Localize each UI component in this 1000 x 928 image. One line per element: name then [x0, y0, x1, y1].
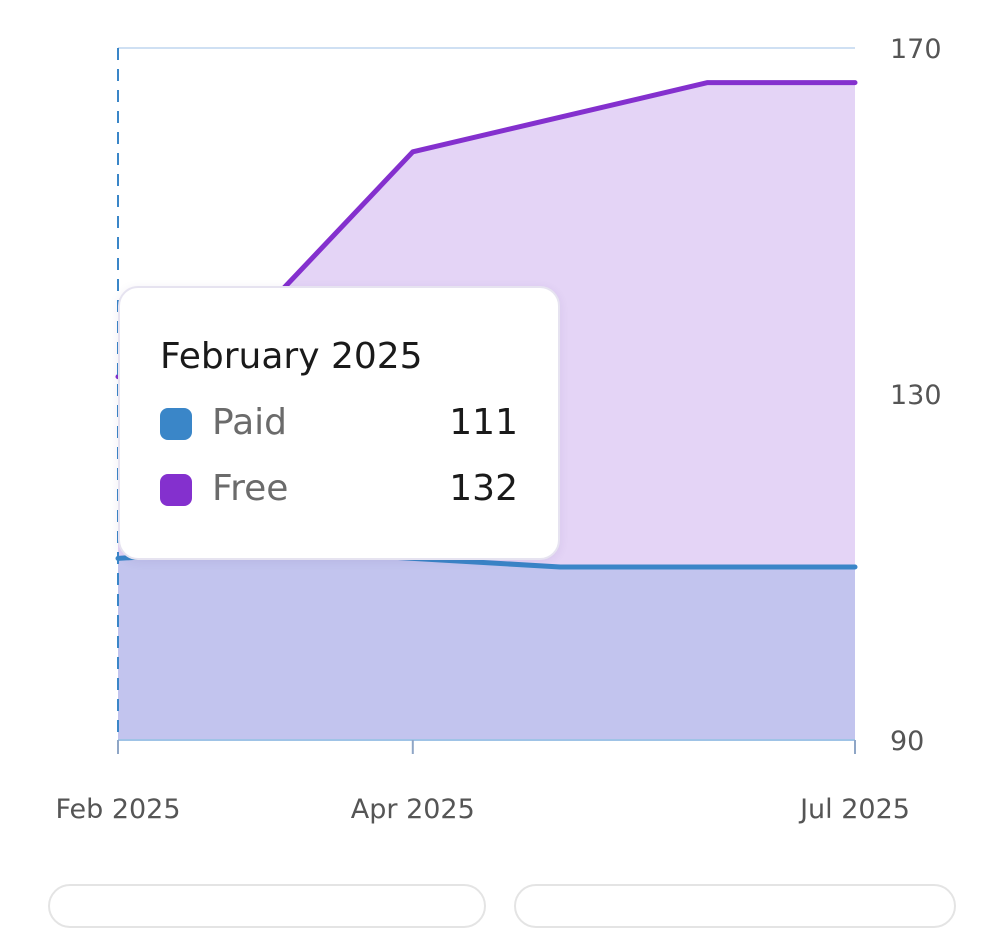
tooltip-title: February 2025 — [160, 336, 423, 377]
paid-swatch-icon — [160, 408, 192, 440]
tooltip-series-name: Free — [212, 468, 289, 509]
bottom-card-right[interactable] — [514, 884, 956, 928]
tooltip-series-value: 132 — [449, 468, 518, 509]
y-tick-label: 90 — [890, 726, 924, 757]
y-tick-label: 170 — [890, 34, 942, 65]
tooltip-row-paid: Paid 111 — [160, 402, 518, 446]
y-tick-label: 130 — [890, 380, 942, 411]
tooltip-row-free: Free 132 — [160, 468, 518, 512]
x-tick-label: Apr 2025 — [351, 794, 475, 825]
bottom-card-left[interactable] — [48, 884, 486, 928]
tooltip-series-value: 111 — [449, 402, 518, 443]
x-tick-label: Feb 2025 — [55, 794, 180, 825]
chart-tooltip: February 2025 Paid 111 Free 132 — [118, 286, 560, 560]
x-tick-label: Jul 2025 — [798, 794, 910, 825]
tooltip-series-name: Paid — [212, 402, 288, 443]
free-swatch-icon — [160, 474, 192, 506]
axes: Feb 2025 Apr 2025 Jul 2025 90 130 170 — [55, 34, 941, 825]
area-paid — [118, 549, 855, 740]
